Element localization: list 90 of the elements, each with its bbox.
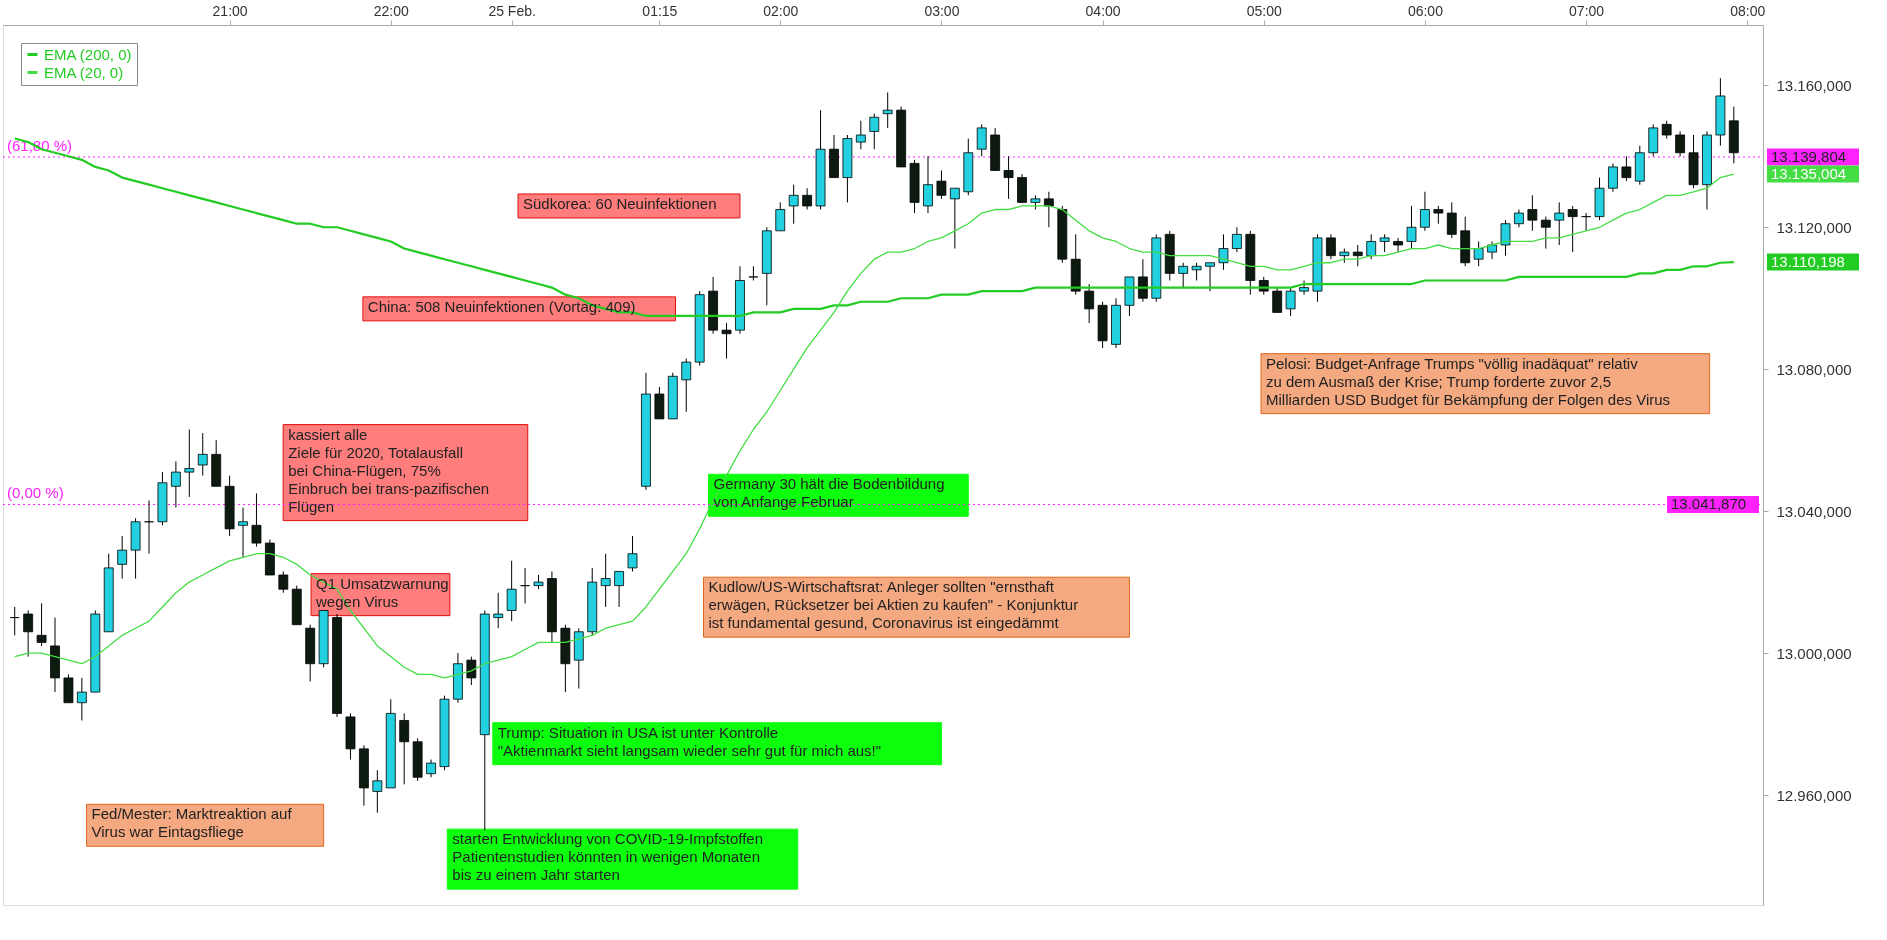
annotation: starten Entwicklung von COVID-19-Impfstoffen Patientenstudien könnten in wenigen Monaten bis zu einem Jahr starten: [452, 830, 763, 884]
candlestick: [1473, 240, 1484, 267]
candlestick: [23, 609, 34, 658]
candlestick: [76, 677, 87, 721]
ref-line-label: 13.041,870: [1671, 495, 1747, 513]
candlestick: [600, 553, 611, 608]
candlestick: [882, 91, 893, 129]
candlestick: [1500, 219, 1511, 257]
candlestick: [788, 184, 799, 225]
candlestick: [1366, 233, 1377, 260]
candlestick: [627, 535, 638, 572]
candlestick: [238, 507, 248, 558]
candlestick: [493, 592, 504, 629]
candlestick: [949, 187, 960, 250]
candlestick: [1621, 155, 1632, 182]
candlestick: [802, 187, 813, 211]
candlestick: [1218, 233, 1229, 271]
y-tick-label: 13.160,000: [1776, 76, 1852, 94]
annotation: Kudlow/US-Wirtschaftsrat: Anleger sollten "ernsthaft erwägen, Rücksetzer bei Aktien zu kaufen" - Konjunktur ist fundamental gesund, Coronavirus ist eingedämmt: [708, 578, 1079, 632]
candlestick: [372, 769, 383, 814]
candlestick: [170, 460, 181, 509]
candlestick: [1527, 194, 1538, 232]
x-tick-label: 04:00: [1085, 2, 1121, 19]
candlestick: [923, 155, 933, 214]
x-tick-label: 21:00: [212, 2, 248, 19]
candlestick: [466, 656, 477, 686]
candlestick: [1285, 287, 1296, 317]
candlestick: [399, 712, 410, 785]
candlestick: [1540, 216, 1551, 250]
candlestick: [184, 429, 195, 498]
x-tick-label: 06:00: [1407, 2, 1444, 19]
candlestick: [1487, 240, 1497, 260]
x-tick-label: 25 Feb.: [488, 2, 536, 19]
annotation: Fed/Mester: Marktreaktion auf Virus war Eintagsfliege: [91, 805, 293, 841]
text: 13.110,198: [1771, 253, 1845, 271]
candlestick: [1352, 244, 1363, 267]
candlestick: [936, 169, 947, 200]
candlestick: [1608, 162, 1618, 193]
x-tick-label: 07:00: [1569, 2, 1605, 19]
candlestick: [1406, 205, 1417, 250]
candlestick: [1554, 201, 1565, 246]
candlestick: [1675, 130, 1685, 157]
candlestick: [775, 201, 786, 232]
candlestick: [1178, 262, 1189, 289]
annotation: Trump: Situation in USA ist unter Kontrolle "Aktienmarkt sieht langsam wieder sehr gut für mich aus!": [497, 723, 882, 759]
candlestick: [1272, 287, 1283, 313]
candlestick: [278, 570, 289, 594]
annotation: China: 508 Neuinfektionen (Vortag: 409): [367, 297, 636, 315]
x-tick-label: 02:00: [763, 2, 799, 19]
candlestick: [1567, 205, 1578, 253]
x-tick-label: 01:15: [642, 2, 678, 19]
candlestick: [36, 602, 47, 647]
candlestick: [681, 358, 692, 413]
legend-label: EMA (200, 0): [44, 45, 132, 63]
annotation: (0,00 %): [7, 484, 64, 502]
candlestick: [197, 432, 208, 477]
y-tick-label: 13.000,000: [1776, 644, 1852, 662]
annotation: Südkorea: 60 Neuinfektionen: [523, 194, 717, 212]
ref-line-label: 13.139,804: [1771, 147, 1847, 165]
annotation: Germany 30 hält die Bodenbildung von Anfange Februar: [713, 475, 945, 511]
candlestick: [1326, 233, 1336, 260]
y-tick-label: 13.120,000: [1776, 218, 1852, 236]
candlestick: [117, 535, 128, 580]
candlestick: [869, 113, 880, 150]
candlestick: [1299, 279, 1309, 296]
candlestick: [1043, 191, 1054, 228]
y-tick-label: 13.080,000: [1776, 360, 1852, 378]
candlestick: [855, 120, 866, 150]
text: 13.135,004: [1771, 165, 1847, 183]
candlestick: [1420, 191, 1430, 232]
candlestick: [1446, 201, 1457, 239]
x-tick-label: 03:00: [924, 2, 960, 19]
x-tick-label: 08:00: [1730, 2, 1766, 19]
y-tick-label: 12.960,000: [1776, 786, 1852, 804]
candlestick: [1393, 237, 1403, 253]
legend-label: EMA (20, 0): [44, 63, 124, 81]
candlestick: [1084, 283, 1095, 324]
candlestick: [1003, 155, 1014, 200]
x-tick-label: 22:00: [373, 2, 409, 19]
candlestick: [1231, 226, 1242, 253]
annotation: Pelosi: Budget-Anfrage Trumps "völlig inadäquat" relativ zu dem Ausmaß der Krise; Trump forderte zuvor 2,5 Milliarden USD Budget für Bekämpfung der Folgen des Virus: [1265, 354, 1671, 408]
candlestick: [506, 560, 517, 622]
y-tick-label: 13.040,000: [1776, 502, 1852, 520]
candlestick: [614, 570, 624, 608]
candlestick: [976, 123, 987, 157]
x-tick-label: 05:00: [1246, 2, 1282, 19]
candlestick: [251, 492, 262, 548]
candlestick: [721, 322, 732, 360]
annotation: kassiert alle Ziele für 2020, Totalausfall bei China-Flügen, 75% Einbruch bei trans-pazifischen Flügen: [288, 425, 490, 515]
candlestick: [1205, 262, 1215, 292]
